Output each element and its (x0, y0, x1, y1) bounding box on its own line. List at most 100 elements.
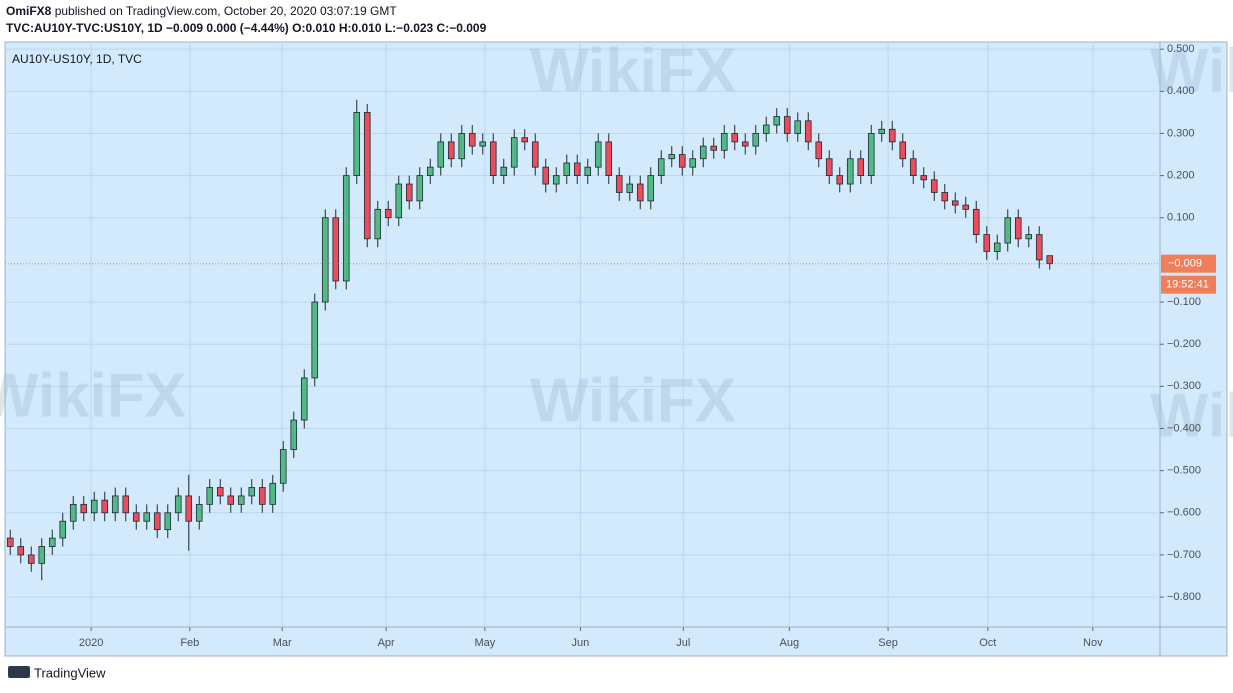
candle-body (699, 145, 707, 160)
candle-body (321, 217, 329, 303)
candle-body (563, 162, 571, 177)
candle-body (531, 141, 539, 168)
publisher: OmiFX8 (6, 4, 52, 18)
candle-body (153, 512, 161, 531)
candle-body (1025, 234, 1033, 240)
candle-body (1035, 234, 1043, 261)
x-tick-label: May (474, 637, 495, 649)
candle-body (521, 137, 529, 143)
candle-body (720, 133, 728, 151)
candle-body (678, 154, 686, 168)
candle-body (731, 133, 739, 143)
candle-body (626, 183, 634, 193)
candle-body (941, 192, 949, 202)
candle-body (899, 141, 907, 160)
candle-body (468, 133, 476, 147)
candle-body (59, 520, 67, 539)
candle-body (857, 158, 865, 177)
candle-body (584, 166, 592, 177)
candle-body (405, 183, 413, 202)
candle-body (878, 128, 886, 134)
watermark: WikiFX (530, 366, 736, 435)
candle-body (353, 111, 361, 177)
candle-body (479, 141, 487, 147)
candle-body (38, 546, 46, 564)
candle-body (279, 449, 287, 484)
y-tick-label: 0.500 (1167, 43, 1195, 55)
candle-body (132, 512, 140, 522)
candle-body (710, 145, 718, 151)
y-tick-label: 0.400 (1167, 85, 1195, 97)
candle-body (657, 158, 665, 177)
candle-body (69, 503, 77, 522)
candle-body (384, 208, 392, 219)
candle-body (1046, 255, 1054, 265)
candle-body (290, 419, 298, 450)
candle-body (993, 242, 1001, 252)
candle-body (90, 499, 98, 514)
candle-body (804, 120, 812, 143)
candle-body (972, 208, 980, 236)
candle-body (237, 495, 245, 505)
candle-body (647, 175, 655, 202)
candle-body (689, 158, 697, 168)
watermark: WikiFX (1150, 381, 1233, 450)
candle-body (258, 487, 266, 505)
y-tick-label: −0.600 (1167, 507, 1201, 519)
candle-body (1014, 217, 1022, 240)
y-tick-label: −0.300 (1167, 380, 1201, 392)
candle-body (164, 512, 172, 531)
x-tick-label: Nov (1083, 637, 1103, 649)
candle-body (395, 183, 403, 219)
candle-body (143, 512, 151, 522)
candle-body (447, 141, 455, 160)
x-tick-label: Jul (676, 637, 690, 649)
candle-body (573, 162, 581, 177)
candle-body (437, 141, 445, 168)
y-tick-label: −0.400 (1167, 422, 1201, 434)
candle-body (363, 111, 371, 240)
candle-body (101, 499, 109, 514)
candle-body (374, 208, 382, 240)
footer-brand: TradingView (34, 665, 106, 680)
candle-body (227, 495, 235, 505)
candle-body (185, 495, 193, 522)
candle-body (27, 554, 35, 564)
candle-body (17, 546, 25, 556)
logo-icon (8, 666, 30, 678)
candle-body (605, 141, 613, 177)
candle-body (762, 124, 770, 134)
candle-body (920, 175, 928, 181)
candle-body (815, 141, 823, 160)
x-tick-label: Aug (780, 637, 800, 649)
candle-body (216, 487, 224, 497)
candle-body (1004, 217, 1012, 244)
candle-body (636, 183, 644, 202)
watermark: WikiFX (530, 36, 736, 105)
candle-body (867, 133, 875, 177)
x-tick-label: Jun (572, 637, 590, 649)
candle-body (951, 200, 959, 206)
candle-body (752, 133, 760, 147)
y-tick-label: 0.300 (1167, 127, 1195, 139)
candle-body (416, 175, 424, 202)
countdown: 19:52:41 (1166, 279, 1209, 291)
candle-body (552, 175, 560, 185)
candle-body (342, 175, 350, 282)
candle-body (248, 487, 256, 497)
candle-body (741, 141, 749, 147)
candle-body (836, 175, 844, 185)
candle-body (269, 482, 277, 505)
candle-body (458, 133, 466, 160)
watermark: WikiFX (1150, 36, 1233, 105)
y-tick-label: −0.500 (1167, 465, 1201, 477)
candle-body (122, 495, 130, 514)
candle-body (825, 158, 833, 177)
candle-body (615, 175, 623, 193)
candle-body (195, 503, 203, 522)
x-tick-label: Mar (273, 637, 292, 649)
x-tick-label: Apr (378, 637, 395, 649)
countdown-bg (1161, 275, 1216, 294)
